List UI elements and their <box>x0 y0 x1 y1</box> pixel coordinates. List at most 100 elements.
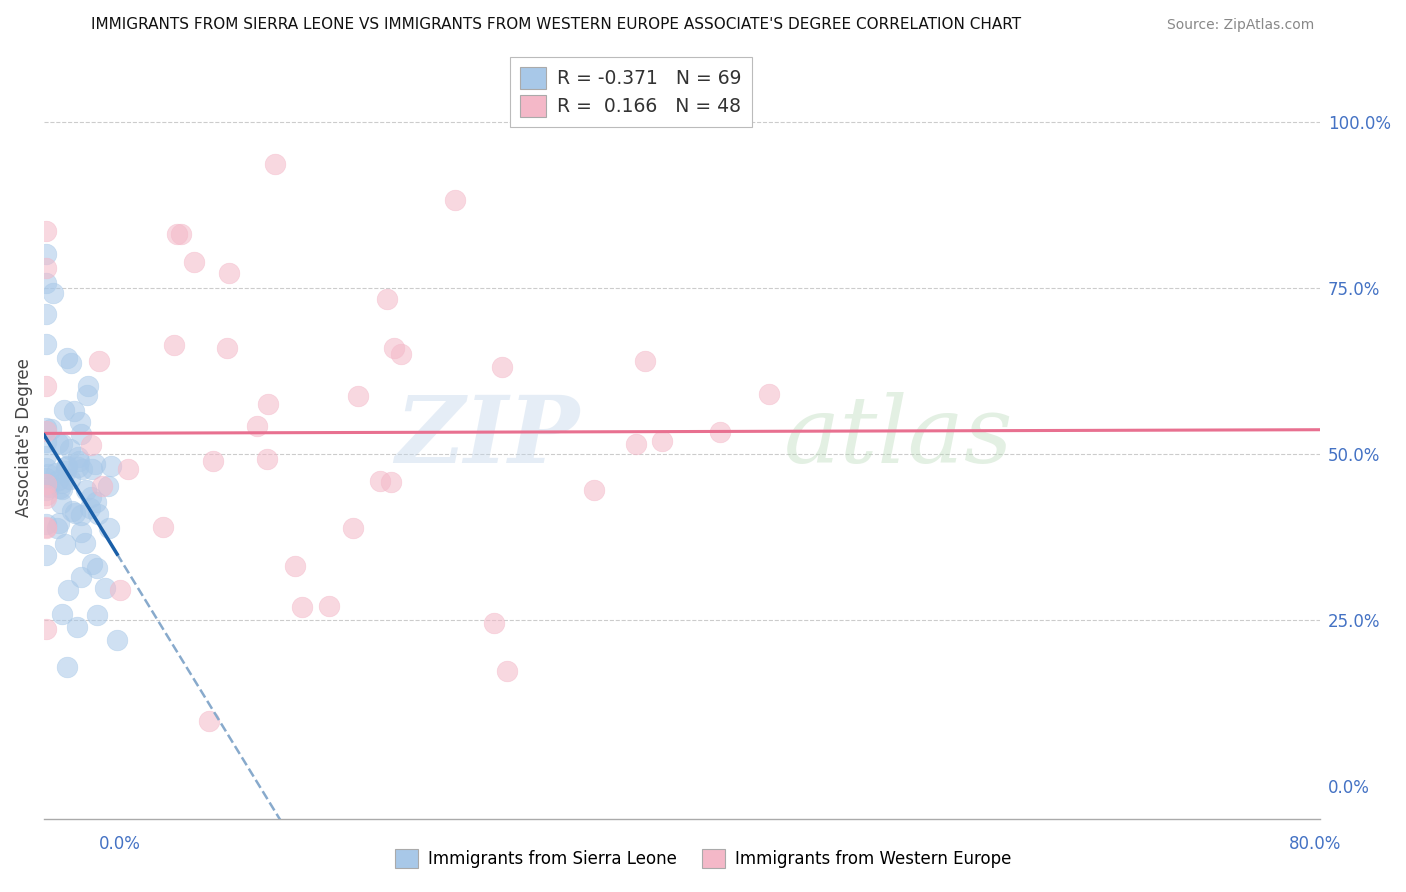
Point <box>60 356 83 370</box>
Point <box>35 460 58 475</box>
Point <box>634 353 657 368</box>
Point <box>35 548 58 562</box>
Point <box>35 519 58 533</box>
Point <box>246 418 269 433</box>
Point <box>35 247 58 261</box>
Point <box>86 561 108 575</box>
Point <box>59 472 82 486</box>
Point <box>73 535 96 549</box>
Point <box>100 459 122 474</box>
Point <box>48 436 70 450</box>
Point <box>35 488 58 502</box>
Point <box>86 607 108 622</box>
Point <box>56 459 79 474</box>
Point <box>39 422 62 436</box>
Point <box>202 453 225 467</box>
Point <box>35 476 58 491</box>
Point <box>77 378 100 392</box>
Point <box>35 516 58 531</box>
Point <box>48 473 70 487</box>
Text: atlas: atlas <box>785 392 1014 482</box>
Point <box>624 436 647 450</box>
Point <box>444 193 467 207</box>
Point <box>51 437 73 451</box>
Point <box>75 483 97 497</box>
Point <box>51 482 73 496</box>
Point <box>758 387 780 401</box>
Point <box>56 660 79 674</box>
Text: Source: ZipAtlas.com: Source: ZipAtlas.com <box>1167 19 1315 32</box>
Point <box>42 286 65 301</box>
Point <box>80 490 103 504</box>
Point <box>491 360 513 375</box>
Point <box>82 557 104 571</box>
Point <box>45 520 67 534</box>
Point <box>263 157 285 171</box>
Point <box>35 491 58 505</box>
Point <box>45 467 67 481</box>
Point <box>170 227 193 241</box>
Point <box>63 403 86 417</box>
Point <box>35 520 58 534</box>
Point <box>318 599 340 613</box>
Point <box>651 434 673 448</box>
Point <box>256 397 278 411</box>
Point <box>37 467 59 482</box>
Point <box>368 475 391 489</box>
Point <box>495 664 517 678</box>
Point <box>82 462 104 476</box>
Point <box>342 521 364 535</box>
Point <box>87 507 110 521</box>
Point <box>217 341 239 355</box>
Point <box>117 462 139 476</box>
Text: 0.0%: 0.0% <box>98 835 141 853</box>
Point <box>35 261 58 276</box>
Point <box>35 421 58 435</box>
Point <box>66 460 89 475</box>
Point <box>70 462 93 476</box>
Point <box>62 504 84 518</box>
Point <box>65 506 87 520</box>
Point <box>35 224 58 238</box>
Legend: Immigrants from Sierra Leone, Immigrants from Western Europe: Immigrants from Sierra Leone, Immigrants… <box>387 840 1019 877</box>
Point <box>66 450 89 464</box>
Point <box>709 425 731 439</box>
Point <box>382 341 405 355</box>
Point <box>291 599 314 614</box>
Point <box>38 480 60 494</box>
Y-axis label: Associate's Degree: Associate's Degree <box>15 358 32 516</box>
Point <box>98 521 121 535</box>
Point <box>55 464 77 478</box>
Text: 80.0%: 80.0% <box>1288 835 1341 853</box>
Point <box>56 351 79 365</box>
Point <box>484 615 506 630</box>
Point <box>80 438 103 452</box>
Point <box>49 482 72 496</box>
Legend: R = -0.371   N = 69, R =  0.166   N = 48: R = -0.371 N = 69, R = 0.166 N = 48 <box>509 57 752 128</box>
Point <box>51 475 73 490</box>
Point <box>218 266 240 280</box>
Point <box>152 520 174 534</box>
Point <box>52 403 75 417</box>
Point <box>375 292 398 306</box>
Point <box>69 427 91 442</box>
Point <box>35 276 58 290</box>
Point <box>35 622 58 636</box>
Point <box>90 479 112 493</box>
Point <box>51 496 73 510</box>
Point <box>380 475 402 490</box>
Point <box>284 558 307 573</box>
Point <box>105 632 128 647</box>
Point <box>582 483 605 497</box>
Point <box>79 500 101 515</box>
Point <box>256 452 278 467</box>
Point <box>389 346 412 360</box>
Text: IMMIGRANTS FROM SIERRA LEONE VS IMMIGRANTS FROM WESTERN EUROPE ASSOCIATE'S DEGRE: IMMIGRANTS FROM SIERRA LEONE VS IMMIGRAN… <box>91 18 1022 32</box>
Point <box>35 379 58 393</box>
Point <box>58 442 80 457</box>
Point <box>35 336 58 351</box>
Point <box>94 582 117 596</box>
Point <box>89 354 111 368</box>
Point <box>69 415 91 429</box>
Point <box>48 516 70 531</box>
